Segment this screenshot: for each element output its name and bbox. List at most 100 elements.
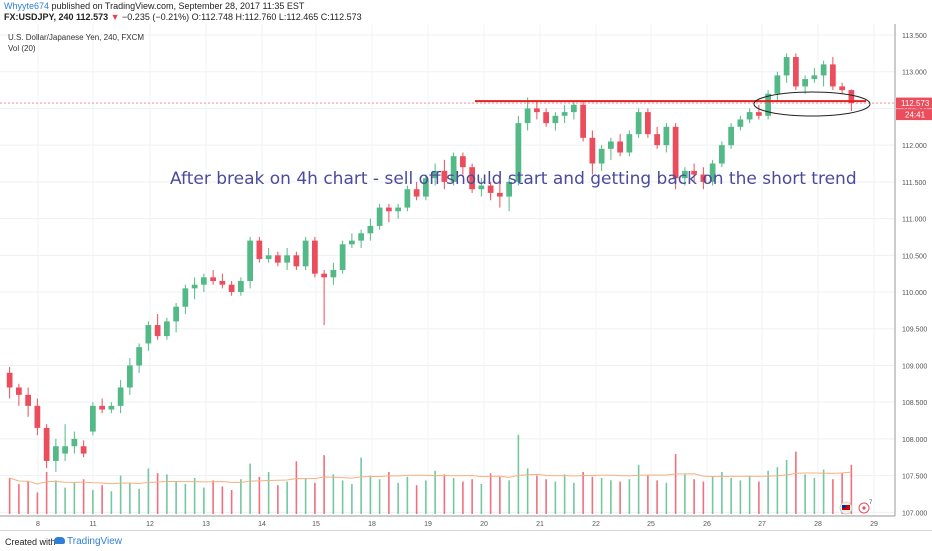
publish-line: Whyyte674 published on TradingView.com, … <box>4 1 304 11</box>
candle-body <box>339 244 346 270</box>
volume-bar <box>748 475 751 514</box>
price-label: 112.573 <box>901 99 930 108</box>
candle-body <box>182 288 189 307</box>
volume-bar <box>619 481 621 514</box>
volume-bar <box>610 480 612 514</box>
candle-body <box>774 75 781 94</box>
volume-bar <box>822 469 825 514</box>
volume-bar <box>628 479 631 514</box>
candle-body <box>90 405 96 432</box>
candlestick-chart[interactable]: After break on 4h chart - sell off shoul… <box>0 24 932 530</box>
volume-bar <box>110 491 113 514</box>
candle-body <box>376 207 383 226</box>
highlight-ellipse[interactable] <box>753 91 871 117</box>
x-tick-label: 14 <box>258 521 266 528</box>
candle-body <box>756 112 762 116</box>
volume-bar <box>517 434 520 514</box>
volume-bar <box>101 485 103 514</box>
volume-bar <box>156 473 159 514</box>
volume-bar <box>240 479 242 514</box>
candle-body <box>108 405 115 410</box>
candle-body <box>191 284 198 289</box>
candle-body <box>691 170 697 175</box>
candle-body <box>238 281 244 293</box>
volume-bar <box>804 474 806 514</box>
volume-bar <box>526 468 529 514</box>
volume-bar <box>452 478 455 514</box>
candle-body <box>53 446 59 461</box>
volume-bar <box>480 484 483 514</box>
candle-body <box>497 192 503 197</box>
candle-body <box>839 86 845 91</box>
volume-bar <box>471 479 473 514</box>
volume-bar <box>758 481 760 514</box>
volume-bar <box>184 484 187 514</box>
candle-body <box>672 126 679 179</box>
volume-bar <box>573 482 575 514</box>
x-tick-label: 15 <box>312 521 320 528</box>
candle-body <box>127 365 133 388</box>
y-tick-label: 110.500 <box>902 253 927 260</box>
candle-body <box>552 115 559 124</box>
x-tick-label: 19 <box>424 521 432 528</box>
candle-body <box>80 446 87 454</box>
volume-bar <box>175 481 177 514</box>
candle-body <box>608 141 614 149</box>
author-link[interactable]: Whyyte674 <box>4 1 50 11</box>
published-text: published on TradingView.com, September … <box>51 1 305 11</box>
volume-bar <box>591 476 594 514</box>
volume-bar <box>351 484 353 514</box>
candle-body <box>330 270 337 278</box>
volume-bar <box>73 482 76 514</box>
volume-bar <box>314 482 316 514</box>
volume-bar <box>212 480 214 514</box>
candle-body <box>136 347 142 366</box>
candle-body <box>534 108 540 113</box>
candle-body <box>349 240 355 245</box>
volume-bar <box>850 464 853 514</box>
volume-bar <box>378 479 381 514</box>
candle-body <box>700 174 707 182</box>
y-tick-label: 112.000 <box>902 143 927 150</box>
candle-body <box>830 64 836 87</box>
candle-body <box>16 387 22 395</box>
candle-body <box>25 394 31 406</box>
volume-bar <box>36 492 39 514</box>
volume-bar <box>600 478 603 514</box>
candle-body <box>145 325 152 344</box>
volume-bar <box>323 455 325 514</box>
volume-bar <box>341 480 344 514</box>
volume-bar <box>434 470 436 514</box>
candle-body <box>469 167 475 190</box>
volume-bar <box>203 487 205 514</box>
price-change: −0.235 (−0.21%) <box>122 12 190 22</box>
volume-bar <box>684 474 686 514</box>
flag-icon[interactable] <box>839 501 853 515</box>
candle-body <box>709 163 716 182</box>
y-tick-label: 113.000 <box>902 70 927 77</box>
candle-body <box>256 240 263 259</box>
candle-body <box>802 79 808 87</box>
candle-body <box>682 170 688 179</box>
candle-body <box>423 178 429 197</box>
candles <box>6 53 855 472</box>
x-tick-label: 21 <box>536 521 544 528</box>
chart-annotation[interactable]: After break on 4h chart - sell off shoul… <box>170 169 857 189</box>
volume-bar <box>397 482 399 514</box>
event-icon[interactable]: 7 <box>858 500 873 514</box>
candle-body <box>441 170 448 182</box>
candle-body <box>201 277 207 285</box>
tradingview-brand-link[interactable]: TradingView <box>67 536 123 547</box>
candle-body <box>663 126 670 146</box>
volume-bar <box>776 467 779 514</box>
volume-bar <box>406 476 409 514</box>
volume-bars <box>8 434 853 514</box>
volume-bar <box>841 473 843 514</box>
volume-bar <box>332 474 335 514</box>
volume-bar <box>193 478 196 514</box>
volume-bar <box>813 478 816 514</box>
candle-body <box>247 240 253 282</box>
price-label-box <box>896 97 932 109</box>
volume-bar <box>55 480 57 514</box>
volume-bar <box>230 490 233 514</box>
